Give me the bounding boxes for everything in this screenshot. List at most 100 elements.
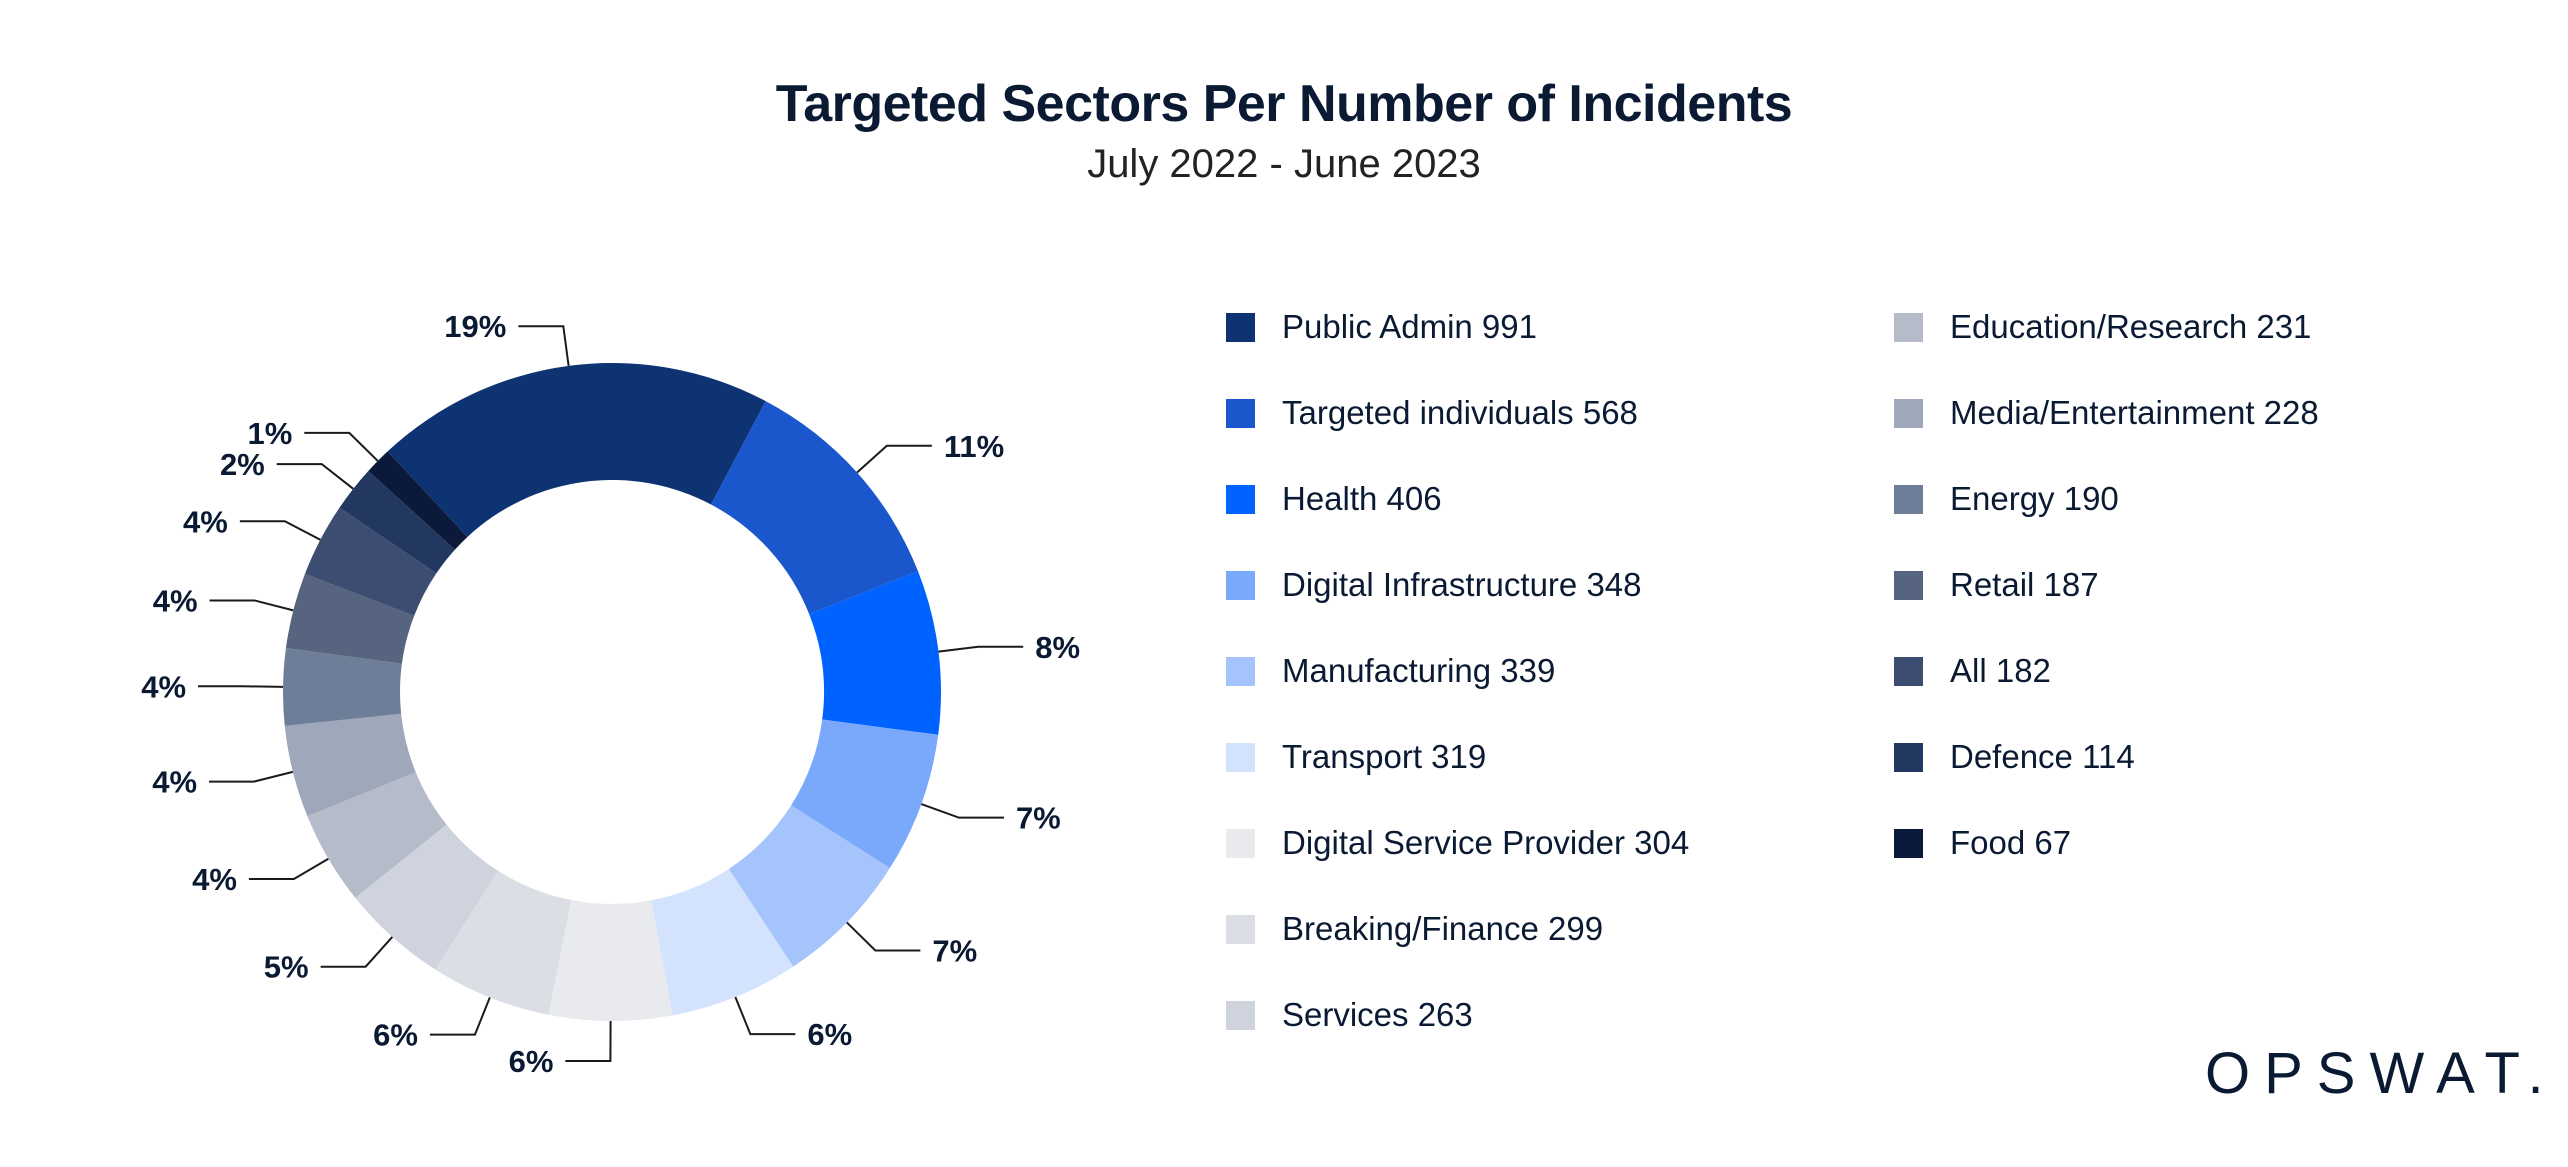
legend-item: Defence 114 — [1894, 738, 2135, 776]
opswat-logo: OPSWAT. — [2205, 1041, 2558, 1106]
legend-label: Breaking/Finance 299 — [1282, 910, 1604, 947]
percent-label: 6% — [373, 1018, 418, 1053]
donut-slice-health — [809, 571, 941, 735]
leader-line — [320, 936, 394, 968]
donut-slice-targeted-individuals — [711, 401, 918, 615]
legend-item: All 182 — [1894, 652, 2051, 690]
legend-label: Energy 190 — [1950, 480, 2119, 517]
donut-slice-education-research — [307, 772, 447, 898]
donut-slice-services — [355, 824, 499, 970]
percent-label: 4% — [192, 862, 237, 897]
donut-slice-digital-infrastructure — [791, 719, 939, 869]
legend-item: Targeted individuals 568 — [1226, 394, 1638, 432]
legend-swatch — [1894, 312, 1923, 342]
leader-line — [198, 685, 284, 688]
chart-subtitle: July 2022 - June 2023 — [1087, 142, 1481, 186]
donut-slice-public-admin — [387, 362, 766, 537]
donut-slice-digital-service-provider — [548, 900, 673, 1022]
leader-line — [239, 520, 321, 541]
legend-swatch — [1226, 312, 1255, 342]
legend-item: Transport 319 — [1226, 738, 1486, 776]
legend-item: Digital Service Provider 304 — [1226, 824, 1689, 862]
leader-line — [565, 1020, 612, 1062]
percent-label: 6% — [807, 1017, 852, 1052]
leader-line — [856, 444, 932, 474]
leader-line — [248, 857, 329, 881]
chart-title: Targeted Sectors Per Number of Incidents — [775, 75, 1793, 133]
leader-line — [429, 997, 491, 1036]
donut-slice-retail — [285, 573, 415, 664]
legend-swatch — [1226, 1000, 1255, 1030]
legend-swatch — [1226, 828, 1255, 858]
percent-label: 19% — [444, 309, 506, 344]
percent-label: 6% — [509, 1044, 554, 1079]
donut-slice-breaking-finance — [435, 870, 572, 1015]
leader-line — [304, 431, 379, 462]
legend-item: Digital Infrastructure 348 — [1226, 566, 1642, 604]
percent-label: 4% — [153, 583, 198, 618]
percent-label: 5% — [264, 950, 309, 985]
leader-line — [921, 803, 1004, 819]
donut-slice-media-entertainment — [284, 713, 416, 817]
legend-item: Manufacturing 339 — [1226, 652, 1555, 690]
legend-item: Breaking/Finance 299 — [1226, 910, 1603, 948]
legend-label: Targeted individuals 568 — [1282, 394, 1638, 431]
legend-label: Food 67 — [1950, 824, 2072, 861]
legend-swatch — [1226, 484, 1255, 514]
legend-label: Services 263 — [1282, 996, 1473, 1033]
percent-label: 8% — [1035, 630, 1080, 665]
legend-swatch — [1226, 914, 1255, 944]
legend-swatch — [1226, 656, 1255, 686]
donut-slice-transport — [651, 868, 794, 1016]
legend-swatch — [1226, 398, 1255, 428]
leader-line — [734, 996, 796, 1036]
legend-label: Transport 319 — [1282, 738, 1487, 775]
percent-label: 4% — [141, 669, 186, 704]
leader-line — [938, 645, 1024, 653]
legend-label: Defence 114 — [1950, 738, 2135, 775]
legend-label: Public Admin 991 — [1282, 308, 1537, 345]
percent-label: 7% — [1016, 801, 1061, 836]
donut-chart: 19% 11% 8% 7% 7% 6% 6% 6% 5% 4% 4% 4% 4% 4% 2%1% — [141, 309, 1080, 1079]
legend-swatch — [1894, 742, 1923, 772]
legend-label: Digital Service Provider 304 — [1282, 824, 1690, 861]
legend-swatch — [1226, 570, 1255, 600]
percent-label: 7% — [932, 933, 977, 968]
leader-line — [518, 325, 570, 367]
legend-label: Education/Research 231 — [1950, 308, 2312, 345]
legend-item: Education/Research 231 — [1894, 308, 2311, 346]
donut-slice-manufacturing — [728, 805, 890, 967]
legend-swatch — [1894, 828, 1923, 858]
legend-swatch — [1894, 398, 1923, 428]
legend-label: All 182 — [1950, 652, 2051, 689]
legend-swatch — [1894, 570, 1923, 600]
percent-label: 1% — [247, 416, 292, 451]
legend-item: Media/Entertainment 228 — [1894, 394, 2319, 432]
leader-line — [209, 770, 294, 783]
legend-label: Media/Entertainment 228 — [1950, 394, 2319, 431]
percent-label: 2% — [220, 447, 265, 482]
percent-label: 4% — [152, 765, 197, 800]
legend-item: Energy 190 — [1894, 480, 2119, 518]
donut-slice-defence — [339, 470, 455, 574]
legend-item: Retail 187 — [1894, 566, 2099, 604]
legend-item: Services 263 — [1226, 996, 1473, 1034]
legend-swatch — [1894, 656, 1923, 686]
legend-item: Food 67 — [1894, 824, 2071, 862]
leader-line — [276, 463, 354, 490]
legend-label: Digital Infrastructure 348 — [1282, 566, 1642, 603]
legend-label: Health 406 — [1282, 480, 1442, 517]
legend-item: Health 406 — [1226, 480, 1442, 518]
legend-label: Retail 187 — [1950, 566, 2099, 603]
percent-label: 11% — [944, 429, 1004, 464]
leader-line — [209, 599, 294, 612]
legend-swatch — [1226, 742, 1255, 772]
legend-item: Public Admin 991 — [1226, 308, 1537, 346]
legend-label: Manufacturing 339 — [1282, 652, 1556, 689]
donut-slice-all — [304, 507, 437, 616]
donut-slice-food — [368, 451, 468, 550]
percent-label: 4% — [183, 504, 228, 539]
donut-slice-energy — [282, 648, 402, 726]
legend-swatch — [1894, 484, 1923, 514]
leader-line — [846, 921, 921, 952]
